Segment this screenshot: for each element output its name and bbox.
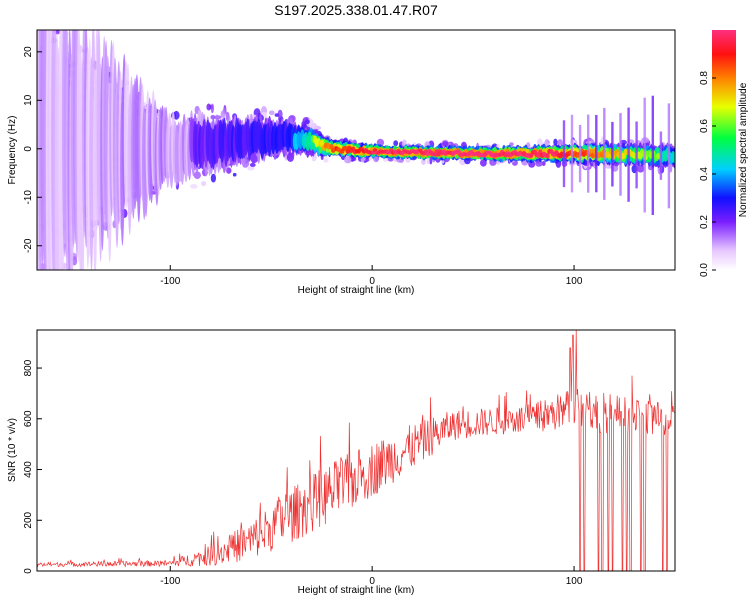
snr-y-tick-label: 0 (23, 568, 34, 574)
noise-blob (277, 109, 283, 119)
colorbar-tick-label: 0.8 (699, 71, 710, 85)
noise-blob (193, 171, 201, 179)
spectrogram-y-axis-label: Frequency (Hz) (7, 116, 18, 185)
colorbar-label: Normalized spectral amplitude (738, 82, 749, 217)
snr-x-tick-label: 0 (369, 576, 375, 587)
spectrogram-y-tick-label: 20 (23, 46, 34, 58)
colorbar: 0.0 0.2 0.4 0.6 0.8 Normalized spectral ampl… (699, 30, 749, 277)
spectrogram-x-tick-label: -100 (160, 276, 180, 287)
noise-blob (220, 110, 226, 118)
ridge-cell (432, 152, 438, 157)
noise-blob (206, 103, 212, 111)
noise-blob (247, 166, 255, 171)
colorbar-tick-label: 0.6 (699, 119, 710, 133)
noise-blob (426, 158, 430, 165)
noise-blob (232, 172, 237, 177)
noise-blob (365, 157, 369, 162)
noise-streak (587, 114, 590, 193)
snr-ticks: -100 0 100 0 200 400 600 800 (23, 359, 583, 587)
colorbar-ticks: 0.0 0.2 0.4 0.6 0.8 (699, 71, 716, 277)
noise-blob (210, 114, 216, 120)
noise-blob (305, 119, 310, 125)
snr-series-line (37, 330, 675, 571)
noise-blob (50, 22, 57, 27)
spectrogram-y-tick-label: 10 (23, 94, 34, 106)
snr-panel: -100 0 100 0 200 400 600 800 Height of straight… (7, 329, 676, 596)
spectrogram-y-tick-label: -10 (23, 190, 34, 205)
noise-blob (286, 152, 295, 162)
colorbar-tick-label: 0.2 (699, 215, 710, 229)
noise-blob (553, 138, 558, 146)
noise-blob (636, 164, 645, 173)
noise-blob (35, 287, 41, 293)
snr-frame (36, 329, 676, 572)
noise-streak (611, 121, 614, 187)
noise-streak (603, 107, 606, 200)
noise-blob (496, 143, 500, 149)
noise-streak (619, 113, 622, 196)
noise-blob (323, 157, 329, 163)
snr-y-tick-label: 800 (23, 359, 34, 376)
noise-blob (429, 157, 433, 165)
spectrogram-frame (36, 29, 676, 271)
figure-title: S197.2025.338.01.47.R07 (274, 2, 438, 18)
snr-x-axis-label: Height of straight line (km) (298, 585, 415, 596)
ridge-cell (329, 143, 334, 150)
ridge-cell (656, 152, 661, 160)
spectrogram-x-tick-label: 0 (369, 276, 375, 287)
spectrogram-x-tick-label: 100 (566, 276, 583, 287)
snr-y-axis-label: SNR (10 * v/v) (7, 418, 18, 482)
noise-streak (651, 95, 654, 215)
noise-blob (393, 140, 399, 147)
noise-streak (578, 124, 582, 183)
ridge-cell (345, 149, 350, 154)
ridge-cell (425, 151, 430, 156)
noise-blob (201, 181, 207, 187)
noise-blob (210, 173, 216, 183)
noise-streak (667, 103, 671, 209)
spectrogram-y-tick-label: -20 (23, 238, 34, 253)
noise-blob (509, 142, 514, 147)
spectrogram-heatmap (35, 22, 675, 293)
noise-streak (643, 97, 646, 213)
colorbar-tick-label: 0.4 (699, 167, 710, 181)
snr-y-tick-label: 200 (23, 511, 34, 528)
snr-x-tick-label: 100 (566, 576, 583, 587)
noise-blob (225, 111, 230, 122)
noise-streak (595, 115, 598, 193)
noise-blob (226, 167, 232, 174)
noise-blob (344, 156, 352, 164)
noise-blob (210, 103, 214, 114)
noise-blob (274, 113, 279, 117)
noise-streak (627, 107, 630, 202)
spectrogram-y-tick-label: 0 (23, 146, 34, 152)
noise-blob (535, 160, 543, 167)
noise-blob (541, 161, 546, 166)
spectrogram-x-axis-label: Height of straight line (km) (298, 285, 415, 296)
ridge-cell (456, 149, 461, 154)
noise-streak (562, 120, 566, 188)
noise-blob (311, 157, 316, 162)
colorbar-gradient (712, 30, 736, 270)
noise-streak (659, 131, 663, 180)
noise-blob (190, 184, 198, 189)
noise-blob (442, 141, 449, 147)
colorbar-tick-label: 0.0 (699, 263, 710, 277)
noise-blob (43, 284, 46, 291)
noise-streak (570, 114, 574, 193)
ridge-cell (436, 152, 441, 157)
ridge-cell (672, 152, 675, 164)
noise-blob (268, 110, 275, 116)
noise-streak (635, 121, 638, 189)
snr-y-tick-label: 600 (23, 410, 34, 427)
snr-y-tick-label: 400 (23, 461, 34, 478)
ridge-cell (545, 153, 550, 159)
snr-x-tick-label: -100 (160, 576, 180, 587)
